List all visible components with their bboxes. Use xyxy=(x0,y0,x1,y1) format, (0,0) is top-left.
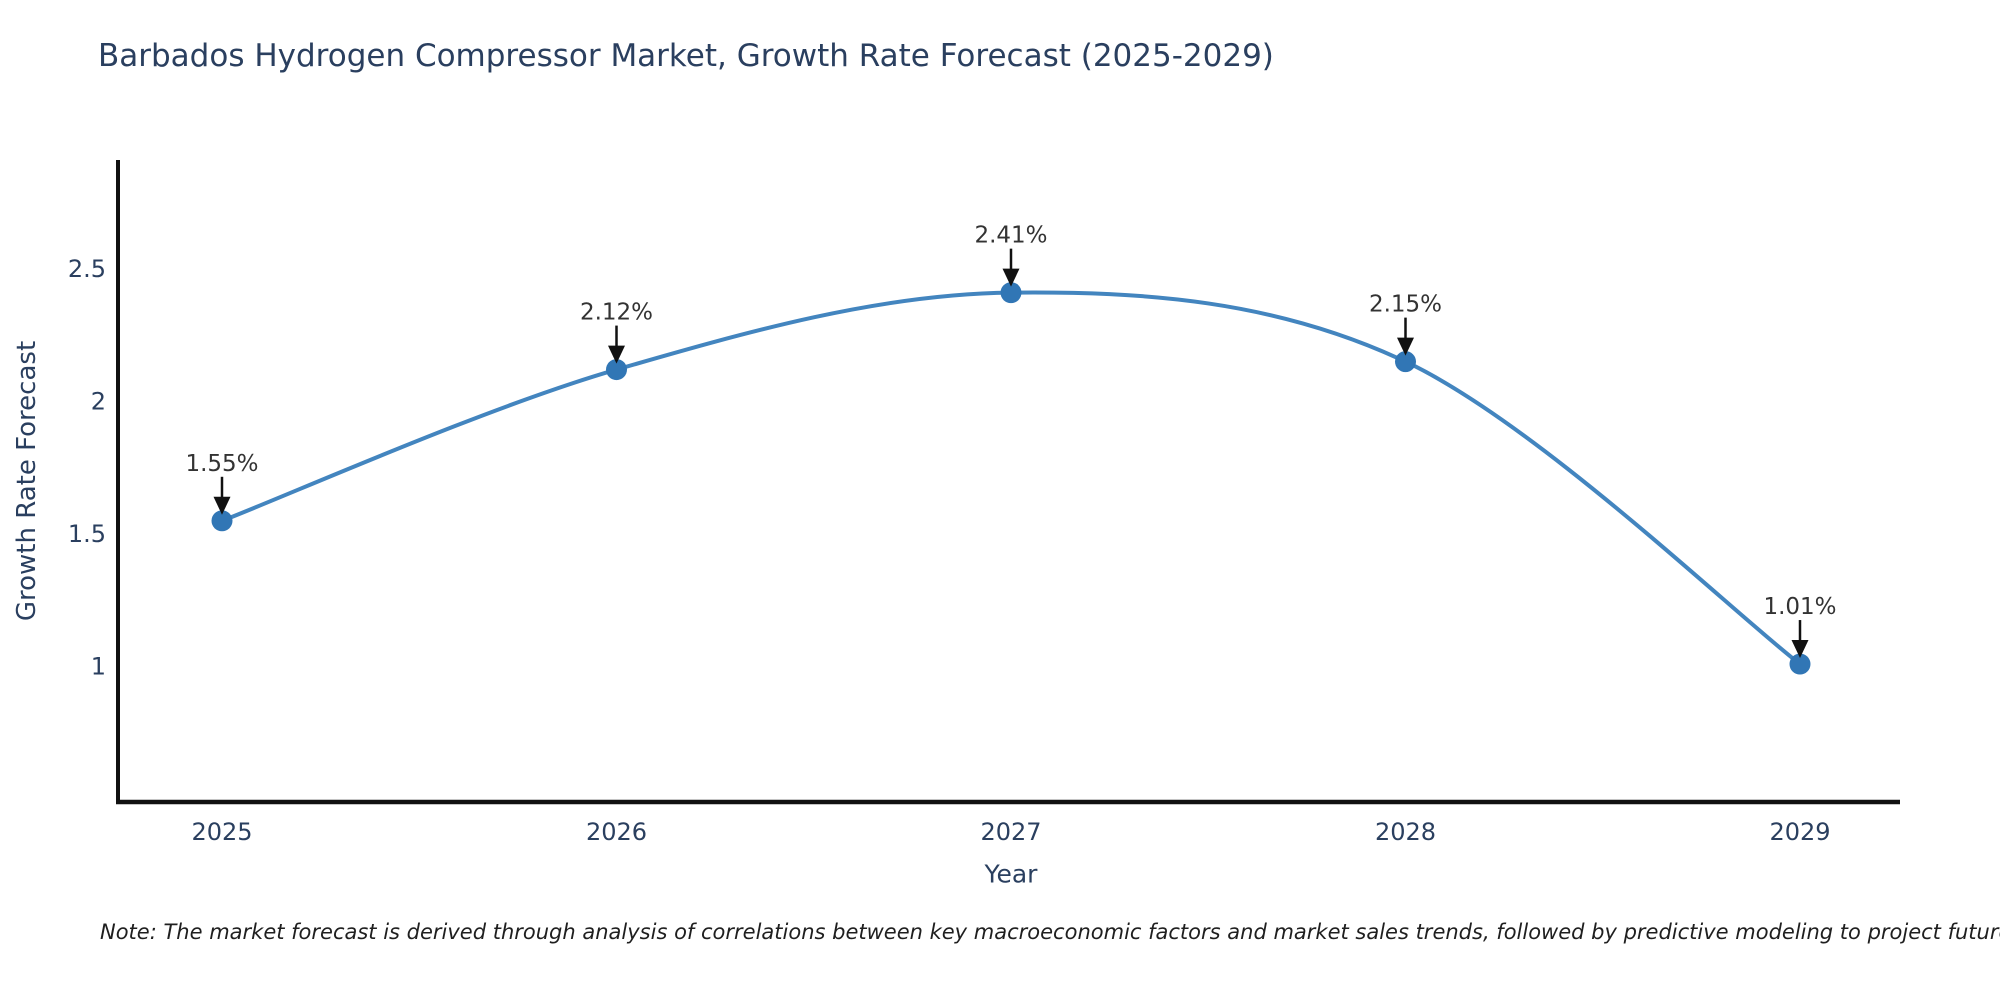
annotation-arrow-head xyxy=(608,345,625,364)
data-point-marker xyxy=(1000,282,1022,304)
y-tick-label: 1 xyxy=(91,653,106,681)
chart-title: Barbados Hydrogen Compressor Market, Gro… xyxy=(98,38,1274,74)
annotation-arrow-head xyxy=(213,496,231,515)
data-point-label: 1.01% xyxy=(1763,594,1836,620)
footnote: Note: The market forecast is derived thr… xyxy=(100,920,2000,944)
annotation-arrow-head xyxy=(1397,337,1414,356)
annotation-arrow-head xyxy=(1002,268,1020,287)
x-tick-label: 2027 xyxy=(980,818,1041,846)
x-tick-label: 2029 xyxy=(1769,818,1830,846)
growth-rate-line xyxy=(220,290,1802,667)
y-tick-label: 2 xyxy=(91,387,106,415)
data-point-label: 2.41% xyxy=(974,223,1047,249)
data-point-label: 2.12% xyxy=(580,300,653,326)
x-tick-label: 2028 xyxy=(1375,818,1436,846)
data-point-label: 1.55% xyxy=(185,451,258,477)
data-point-marker xyxy=(1789,653,1811,675)
data-point-marker xyxy=(1395,351,1416,373)
y-axis-title: Growth Rate Forecast xyxy=(12,340,42,622)
data-point-marker xyxy=(606,359,627,381)
y-tick-label: 2.5 xyxy=(68,255,106,283)
annotation-arrow-head xyxy=(1791,640,1809,659)
y-tick-label: 1.5 xyxy=(68,520,106,548)
x-axis-title: Year xyxy=(984,859,1038,889)
x-tick-label: 2026 xyxy=(586,818,647,846)
data-point-marker xyxy=(211,510,233,532)
data-point-label: 2.15% xyxy=(1369,292,1442,318)
x-tick-label: 2025 xyxy=(191,818,252,846)
